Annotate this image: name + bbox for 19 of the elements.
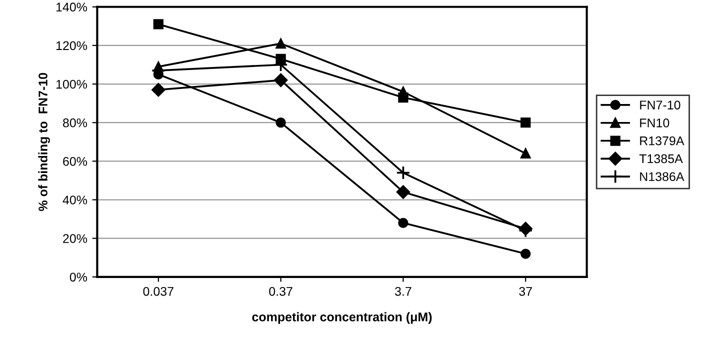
y-tick-label: 80%	[63, 118, 88, 128]
x-tick-label: 0.37	[269, 286, 292, 296]
legend-label: N1386A	[640, 172, 684, 182]
y-tick-label: 120%	[56, 41, 88, 50]
x-tick-label: 3.7	[394, 286, 412, 296]
y-tick-label: 140%	[56, 2, 88, 12]
y-tick-label: 60%	[63, 156, 88, 166]
legend-label: R1379A	[640, 136, 684, 146]
x-tick-label: 0.037	[143, 286, 174, 296]
y-tick-label: 40%	[62, 196, 88, 204]
y-axis-title: % of binding to FN7-10	[38, 72, 50, 212]
y-tick-label: 0%	[70, 272, 88, 282]
y-tick-label: 20%	[63, 234, 88, 243]
y-tick-label: 100%	[56, 80, 88, 89]
x-tick-label: 37	[519, 286, 532, 296]
legend-label: FN7-10	[640, 100, 680, 110]
legend-label: T1385A	[639, 154, 683, 164]
x-axis-title: competitor concentration (μM)	[252, 312, 432, 324]
legend-label: FN10	[640, 118, 670, 128]
